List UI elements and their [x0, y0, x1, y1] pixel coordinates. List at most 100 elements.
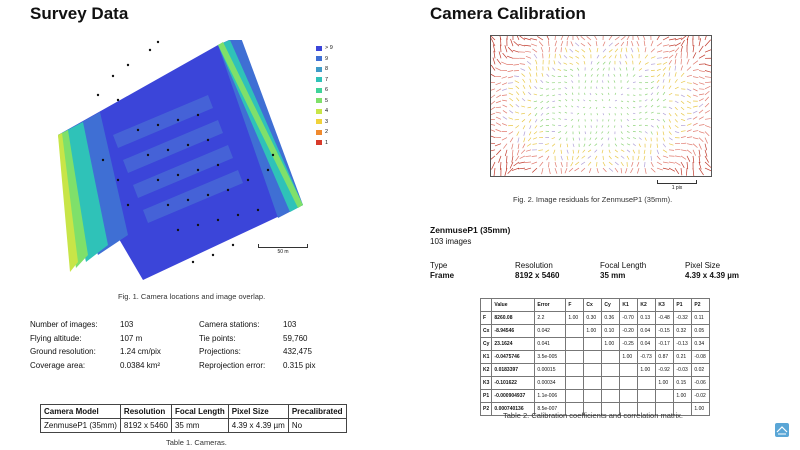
table-cell	[637, 389, 657, 403]
table-cell: 1.1e-006	[534, 389, 567, 403]
overlap-legend: > 9 9 8 7 6 5 4 3 2 1	[316, 43, 333, 148]
table-row: P1 -0.000904937 1.1e-006 1.00 -0.02	[479, 389, 711, 403]
table-row: ZenmuseP1 (35mm) 8192 x 5460 35 mm 4.39 …	[40, 418, 347, 433]
table-cell: 23.1624	[491, 337, 536, 351]
table-cell: 1.00	[565, 311, 585, 325]
table-cell: -0.101622	[491, 376, 536, 390]
stats-right: Camera stations: 103 Tie points: 59,760 Pr…	[199, 318, 359, 372]
stat-label: Flying altitude:	[30, 333, 82, 343]
calibration-title: Camera Calibration	[430, 4, 586, 23]
spec-label: Focal Length	[600, 261, 647, 270]
table-cell	[601, 376, 621, 390]
table-cell: -0.03	[673, 363, 693, 377]
legend-item: 8	[316, 64, 333, 75]
stat-value: 432,475	[283, 347, 312, 357]
stat-label: Coverage area:	[30, 360, 86, 370]
table-cell: 4.39 x 4.39 µm	[227, 418, 289, 433]
spec-label: Type	[430, 261, 448, 270]
table-cell: 0.87	[655, 350, 675, 364]
table-cell	[583, 389, 603, 403]
stat-row: Camera stations: 103	[199, 318, 359, 332]
col-header: K3	[655, 298, 675, 312]
table-cell: -0.70	[619, 311, 639, 325]
legend-item: 3	[316, 117, 333, 128]
col-header	[479, 298, 493, 312]
table-cell	[619, 363, 639, 377]
col-header: P2	[691, 298, 711, 312]
table-cell: -0.13	[673, 337, 693, 351]
table-cell: K1	[479, 350, 493, 364]
legend-swatch	[316, 129, 322, 135]
stat-row: Projections: 432,475	[199, 345, 359, 359]
table-row: F 8260.08 2.2 1.00 0.30 0.36 -0.70 0.13 -0.48 -0.…	[479, 311, 711, 325]
table-row: P2 0.000740136 8.5e-007 1.00	[479, 402, 711, 416]
stat-label: Projections:	[199, 347, 241, 357]
images-count: 103 images	[430, 237, 472, 246]
table-cell: 2.2	[534, 311, 567, 325]
table-cell: 0.042	[534, 324, 567, 338]
table-cell: Cx	[479, 324, 493, 338]
table-cell: 0.00015	[534, 363, 567, 377]
table-cell: 8192 x 5460	[119, 418, 172, 433]
table-cell	[601, 389, 621, 403]
table-header-row: Camera Model Resolution Focal Length Pix…	[40, 404, 347, 419]
table-cell: 1.00	[583, 324, 603, 338]
table-cell: 3.5e-005	[534, 350, 567, 364]
stat-row: Coverage area: 0.0384 km²	[30, 359, 190, 373]
table-cell: P2	[479, 402, 493, 416]
table-cell: 0.0183397	[491, 363, 536, 377]
table-cell	[583, 337, 603, 351]
table-cell: 1.00	[655, 376, 675, 390]
table-cell: F	[479, 311, 493, 325]
col-header: Resolution	[119, 404, 172, 419]
stat-label: Number of images:	[30, 320, 98, 330]
table-row: K3 -0.101622 0.00034 1.00 0.15 -0.06	[479, 376, 711, 390]
map-scale-bar: 50 m	[258, 244, 308, 255]
table-cell	[619, 389, 639, 403]
table-cell: Cy	[479, 337, 493, 351]
stat-value: 103	[120, 320, 134, 330]
table-cell	[565, 324, 585, 338]
fig2-caption: Fig. 2. Image residuals for ZenmuseP1 (3…	[513, 195, 673, 204]
stat-value: 1.24 cm/pix	[120, 347, 161, 357]
legend-item: 4	[316, 106, 333, 117]
table-cell: -0.32	[673, 311, 693, 325]
residual-scale-label: 1 pix	[671, 185, 683, 191]
table-cell: 1.00	[637, 363, 657, 377]
table-cell: -0.08	[691, 350, 711, 364]
stat-label: Tie points:	[199, 333, 236, 343]
table-cell: -0.06	[691, 376, 711, 390]
legend-label: 2	[325, 129, 329, 136]
table-cell	[565, 389, 585, 403]
stat-row: Tie points: 59,760	[199, 332, 359, 346]
col-header: Pixel Size	[227, 404, 289, 419]
table-cell: -0.02	[691, 389, 711, 403]
legend-label: 9	[325, 55, 329, 62]
overlap-map-image	[58, 35, 303, 280]
table-cell: 0.34	[691, 337, 711, 351]
spec-label: Pixel Size	[685, 261, 721, 270]
spec-label: Resolution	[515, 261, 553, 270]
table-cell	[565, 350, 585, 364]
table-cell: 35 mm	[170, 418, 229, 433]
table-cell: 0.15	[673, 376, 693, 390]
spec-value: Frame	[430, 271, 455, 280]
table1-caption: Table 1. Cameras.	[166, 438, 227, 447]
legend-label: 4	[325, 108, 329, 115]
legend-swatch	[316, 98, 322, 104]
table2-caption: Table 2. Calibration coefficients and co…	[503, 411, 683, 420]
legend-item: 5	[316, 96, 333, 107]
spec-value: 8192 x 5460	[515, 271, 560, 280]
table-cell: 8260.08	[491, 311, 536, 325]
legend-item: 1	[316, 138, 333, 149]
legend-label: 1	[325, 139, 329, 146]
table-cell: 0.041	[534, 337, 567, 351]
coeff-table-wrap: Value Error F Cx Cy K1 K2 K3 P1 P2 F 8260.08 2.2 1.00…	[479, 298, 711, 416]
legend-item: 6	[316, 85, 333, 96]
col-header: F	[565, 298, 585, 312]
cameras-table-wrap: Camera Model Resolution Focal Length Pix…	[40, 404, 347, 433]
stat-row: Ground resolution: 1.24 cm/pix	[30, 345, 190, 359]
table-cell: 0.00034	[534, 376, 567, 390]
legend-swatch	[316, 56, 322, 62]
map-scale-label: 50 m	[277, 249, 289, 255]
